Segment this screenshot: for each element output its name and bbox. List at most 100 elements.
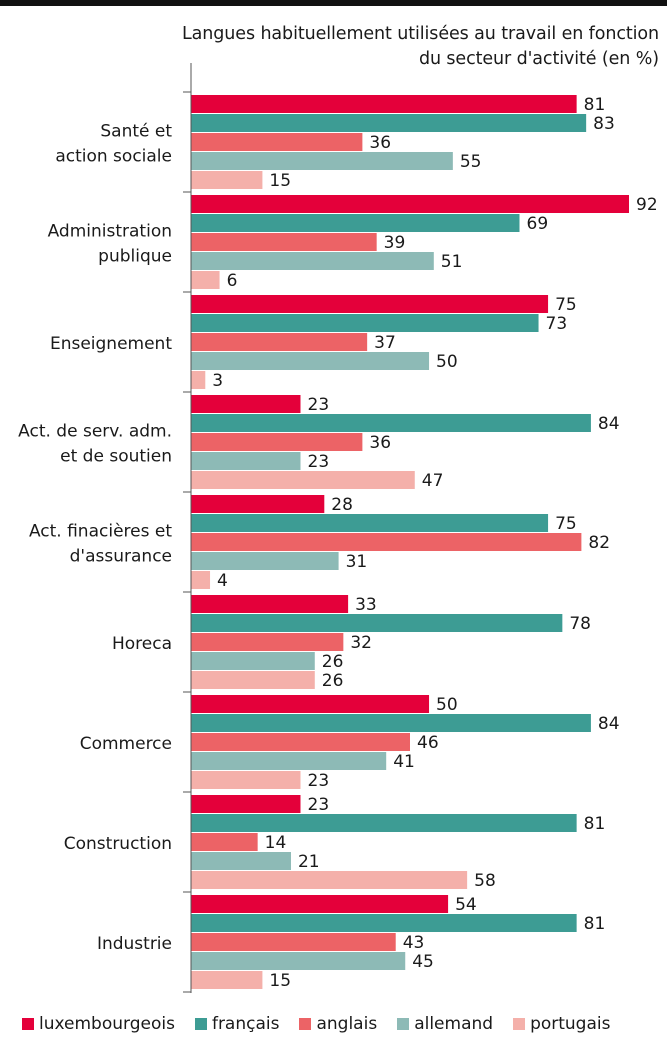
value-label-portugais-5: 26 xyxy=(322,671,344,691)
bar-français-6 xyxy=(191,714,591,732)
bar-anglais-6 xyxy=(191,733,410,751)
bar-allemand-7 xyxy=(191,852,291,870)
bar-portugais-2 xyxy=(191,371,206,389)
value-label-anglais-7: 14 xyxy=(265,833,287,853)
category-label-2-0: Enseignement xyxy=(50,334,172,354)
value-label-portugais-1: 6 xyxy=(227,271,238,291)
bar-français-5 xyxy=(191,614,563,632)
bar-portugais-1 xyxy=(191,271,220,289)
category-label-0-1: action sociale xyxy=(55,147,172,167)
bar-luxembourgeois-7 xyxy=(191,795,301,813)
legend-swatch-français xyxy=(194,1018,207,1030)
value-label-français-5: 78 xyxy=(569,614,591,634)
value-label-anglais-2: 37 xyxy=(374,333,396,353)
bar-luxembourgeois-8 xyxy=(191,895,449,913)
value-label-allemand-2: 50 xyxy=(436,352,458,372)
bar-luxembourgeois-4 xyxy=(191,495,325,513)
value-label-portugais-2: 3 xyxy=(212,371,223,391)
bar-allemand-5 xyxy=(191,652,315,670)
value-label-allemand-3: 23 xyxy=(308,452,330,472)
bar-luxembourgeois-6 xyxy=(191,695,430,713)
bar-luxembourgeois-0 xyxy=(191,95,577,113)
bar-luxembourgeois-2 xyxy=(191,295,549,313)
bar-allemand-2 xyxy=(191,352,430,370)
top-rule xyxy=(0,0,667,6)
category-label-0-0: Santé et xyxy=(100,122,172,142)
bar-français-2 xyxy=(191,314,539,332)
bar-portugais-4 xyxy=(191,571,211,589)
bar-allemand-0 xyxy=(191,152,453,170)
legend-label-anglais: anglais xyxy=(316,1014,378,1034)
value-label-luxembourgeois-1: 92 xyxy=(636,195,658,215)
value-label-luxembourgeois-5: 33 xyxy=(355,595,377,615)
value-label-luxembourgeois-3: 23 xyxy=(308,395,330,415)
bar-luxembourgeois-5 xyxy=(191,595,349,613)
value-label-français-2: 73 xyxy=(546,314,568,334)
chart-legend: luxembourgeois français anglais allemand por… xyxy=(22,1010,662,1038)
legend-item-anglais: anglais xyxy=(299,1014,377,1034)
bar-anglais-3 xyxy=(191,433,363,451)
value-label-allemand-0: 55 xyxy=(460,152,482,172)
value-label-allemand-1: 51 xyxy=(441,252,463,272)
category-label-1-1: publique xyxy=(98,247,172,267)
bar-français-7 xyxy=(191,814,577,832)
category-label-6-0: Commerce xyxy=(80,734,172,754)
bar-français-4 xyxy=(191,514,549,532)
bar-allemand-3 xyxy=(191,452,301,470)
category-label-8-0: Industrie xyxy=(97,934,172,954)
bar-allemand-1 xyxy=(191,252,434,270)
bar-français-1 xyxy=(191,214,520,232)
value-label-français-0: 83 xyxy=(593,114,615,134)
bar-luxembourgeois-3 xyxy=(191,395,301,413)
value-label-luxembourgeois-6: 50 xyxy=(436,695,458,715)
bar-portugais-0 xyxy=(191,171,263,189)
legend-item-allemand: allemand xyxy=(397,1014,493,1034)
value-label-français-4: 75 xyxy=(555,514,577,534)
legend-label-français: français xyxy=(211,1014,280,1034)
category-label-5-0: Horeca xyxy=(112,634,172,654)
value-label-français-8: 81 xyxy=(584,914,606,934)
legend-swatch-allemand xyxy=(397,1018,410,1030)
bar-français-8 xyxy=(191,914,577,932)
legend-item-français: français xyxy=(194,1014,280,1034)
legend-item-luxembourgeois: luxembourgeois xyxy=(22,1014,175,1034)
value-label-français-7: 81 xyxy=(584,814,606,834)
value-label-luxembourgeois-8: 54 xyxy=(455,895,477,915)
bar-anglais-4 xyxy=(191,533,582,551)
legend-item-portugais: portugais xyxy=(513,1014,610,1034)
bar-luxembourgeois-1 xyxy=(191,195,629,213)
value-label-allemand-5: 26 xyxy=(322,652,344,672)
bar-anglais-0 xyxy=(191,133,363,151)
value-label-portugais-4: 4 xyxy=(217,571,228,591)
value-label-portugais-8: 15 xyxy=(269,971,291,991)
bar-allemand-6 xyxy=(191,752,387,770)
value-label-anglais-6: 46 xyxy=(417,733,439,753)
bar-français-3 xyxy=(191,414,591,432)
value-label-allemand-7: 21 xyxy=(298,852,320,872)
bar-portugais-6 xyxy=(191,771,301,789)
legend-swatch-portugais xyxy=(513,1018,526,1030)
chart-title-line-2: du secteur d'activité (en %) xyxy=(418,49,659,69)
value-label-luxembourgeois-2: 75 xyxy=(555,295,577,315)
value-label-anglais-1: 39 xyxy=(384,233,406,253)
value-label-français-3: 84 xyxy=(598,414,620,434)
value-label-allemand-6: 41 xyxy=(393,752,415,772)
bar-anglais-1 xyxy=(191,233,377,251)
value-label-anglais-5: 32 xyxy=(350,633,372,653)
value-label-luxembourgeois-0: 81 xyxy=(584,95,606,115)
bar-français-0 xyxy=(191,114,587,132)
value-label-luxembourgeois-4: 28 xyxy=(331,495,353,515)
value-label-allemand-4: 31 xyxy=(346,552,368,572)
bar-allemand-8 xyxy=(191,952,406,970)
value-label-anglais-4: 82 xyxy=(588,533,610,553)
bar-allemand-4 xyxy=(191,552,339,570)
bar-anglais-8 xyxy=(191,933,396,951)
chart-title-line-1: Langues habituellement utilisées au trav… xyxy=(182,24,659,44)
value-label-français-6: 84 xyxy=(598,714,620,734)
value-label-anglais-8: 43 xyxy=(403,933,425,953)
value-label-luxembourgeois-7: 23 xyxy=(308,795,330,815)
legend-label-luxembourgeois: luxembourgeois xyxy=(39,1014,175,1034)
value-label-portugais-7: 58 xyxy=(474,871,496,891)
legend-swatch-anglais xyxy=(299,1018,312,1030)
